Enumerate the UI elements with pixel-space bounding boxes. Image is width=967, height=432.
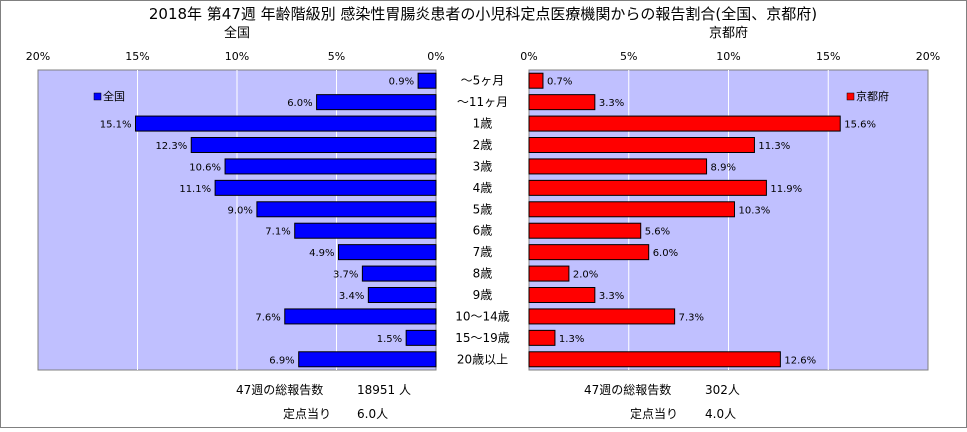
left-bar [294, 222, 437, 239]
left-bar [367, 287, 437, 303]
right-x-tick-label: 5% [620, 50, 637, 63]
right-bar-value-label: 12.6% [784, 355, 816, 366]
category-label: 5歳 [473, 202, 493, 216]
left-bar-value-label: 4.9% [309, 248, 334, 259]
left-bar-value-label: 7.6% [255, 312, 280, 323]
left-bar [405, 329, 437, 346]
category-label: 15～19歳 [455, 331, 510, 345]
kyoto-total-value: 302人 [705, 383, 740, 397]
category-label: 20歳以上 [457, 352, 508, 366]
right-legend-swatch [846, 92, 855, 101]
right-bar [528, 265, 570, 282]
left-legend-swatch [93, 92, 102, 101]
left-bar [135, 115, 437, 132]
left-x-tick-label: 20% [26, 50, 50, 63]
category-label: 3歳 [473, 159, 493, 173]
right-bar-value-label: 3.3% [599, 98, 624, 109]
right-bar-value-label: 11.9% [770, 184, 802, 195]
left-x-tick-label: 5% [328, 50, 345, 63]
right-bar [528, 244, 650, 261]
left-panel-title: 全国 [224, 25, 250, 41]
category-label: 2歳 [473, 138, 493, 152]
right-bar [528, 72, 544, 89]
left-x-tick-label: 10% [225, 50, 249, 63]
right-bar [528, 308, 676, 325]
category-label: ～5ヶ月 [461, 74, 505, 88]
left-bar-value-label: 1.5% [377, 334, 402, 345]
left-bar [417, 72, 437, 89]
left-bar [214, 179, 437, 196]
left-bar [256, 201, 437, 218]
left-bar [298, 351, 437, 368]
category-label: 4歳 [473, 181, 493, 195]
left-bar [337, 244, 437, 261]
right-x-tick-label: 0% [520, 50, 537, 63]
left-bar-value-label: 11.1% [179, 184, 211, 195]
left-bar-value-label: 3.4% [339, 291, 364, 302]
right-bar-value-label: 6.0% [653, 248, 678, 259]
category-label: ～11ヶ月 [457, 95, 508, 109]
national-per-label: 定点当り [283, 406, 331, 421]
right-bar [528, 287, 596, 303]
national-total-value: 18951 人 [357, 383, 411, 397]
left-bar-value-label: 12.3% [155, 141, 187, 152]
right-bar [528, 201, 735, 218]
left-x-tick-label: 15% [125, 50, 149, 63]
category-label: 9歳 [473, 288, 493, 302]
right-x-tick-label: 15% [816, 50, 840, 63]
left-bar-value-label: 6.9% [269, 355, 294, 366]
right-bar-value-label: 5.6% [645, 227, 670, 238]
right-bar-value-label: 10.3% [738, 205, 770, 216]
right-x-tick-label: 20% [916, 50, 940, 63]
category-label: 1歳 [473, 117, 493, 131]
left-legend-label: 全国 [103, 89, 125, 103]
right-panel-title: 京都府 [709, 26, 748, 41]
right-bar-value-label: 15.6% [844, 120, 876, 131]
left-bar-value-label: 6.0% [287, 98, 312, 109]
chart-title: 2018年 第47週 年齢階級別 感染性胃腸炎患者の小児科定点医療機関からの報告… [149, 5, 817, 23]
right-bar-value-label: 11.3% [758, 141, 790, 152]
kyoto-per-label: 定点当り [630, 406, 678, 421]
right-bar [528, 351, 781, 368]
right-bar [528, 179, 767, 196]
right-bar-value-label: 0.7% [547, 77, 572, 88]
left-bar [361, 265, 437, 282]
right-bar [528, 115, 841, 132]
kyoto-total-label: 47週の総報告数 [584, 382, 671, 397]
left-x-tick-label: 0% [427, 50, 444, 63]
right-bar-value-label: 8.9% [711, 162, 736, 173]
right-legend-label: 京都府 [856, 89, 889, 103]
category-label: 6歳 [473, 224, 493, 238]
left-bar-value-label: 7.1% [265, 227, 290, 238]
left-bar [316, 94, 437, 111]
kyoto-per-value: 4.0人 [705, 407, 736, 421]
right-bar-value-label: 3.3% [599, 291, 624, 302]
left-bar-value-label: 10.6% [189, 162, 221, 173]
left-bar-value-label: 3.7% [333, 270, 358, 281]
right-bar-value-label: 2.0% [573, 270, 598, 281]
category-label: 10～14歳 [455, 309, 510, 323]
right-bar [528, 137, 755, 153]
left-bar-value-label: 0.9% [389, 77, 414, 88]
left-bar [190, 137, 437, 153]
left-bar [284, 308, 437, 325]
left-bar-value-label: 15.1% [100, 120, 132, 131]
right-bar [528, 222, 642, 239]
national-per-value: 6.0人 [357, 407, 388, 421]
right-bar [528, 158, 708, 175]
category-label: 7歳 [473, 245, 493, 259]
right-bar [528, 94, 596, 111]
right-x-tick-label: 10% [716, 50, 740, 63]
left-bar-value-label: 9.0% [227, 205, 252, 216]
right-bar [528, 329, 556, 346]
left-bar [224, 158, 437, 175]
national-total-label: 47週の総報告数 [236, 382, 323, 397]
category-label: 8歳 [473, 267, 493, 281]
right-bar-value-label: 7.3% [679, 312, 704, 323]
right-bar-value-label: 1.3% [559, 334, 584, 345]
